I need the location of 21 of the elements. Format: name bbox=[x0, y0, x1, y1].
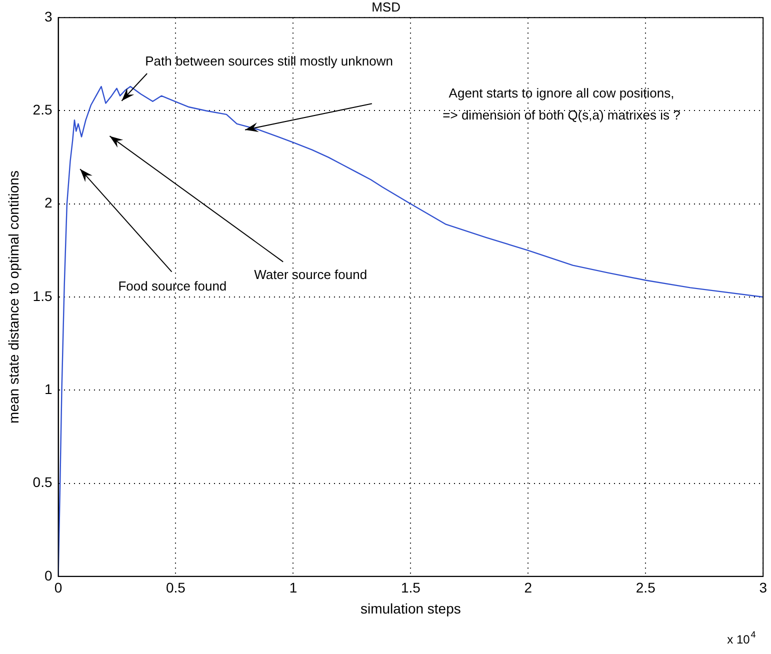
x-tick-label: 3 bbox=[759, 580, 768, 596]
x-tick-label: 1 bbox=[289, 580, 298, 596]
y-axis-title: mean state distance to optimal contitions bbox=[5, 170, 22, 424]
annotation: Food source found bbox=[118, 278, 227, 294]
annotation: Water source found bbox=[254, 266, 368, 282]
chart-title: MSD bbox=[372, 0, 400, 14]
x-tick-label: 2.5 bbox=[636, 580, 656, 596]
y-tick-label: 2 bbox=[44, 194, 52, 211]
x-tick-label: 1.5 bbox=[400, 580, 421, 596]
x-tick-label: 0.5 bbox=[166, 580, 186, 596]
annotation: Agent starts to ignore all cow positions, => dimension of both Q(s,a) matrixes is ? bbox=[442, 86, 680, 123]
y-tick-label: 2.5 bbox=[32, 102, 52, 118]
y-tick-label: 3 bbox=[44, 8, 52, 24]
y-tick-label: 0 bbox=[44, 567, 52, 584]
annotation: Path between sources still mostly unknown bbox=[145, 53, 393, 68]
x-tick-label: 0 bbox=[54, 580, 62, 596]
y-tick-label: 1 bbox=[44, 380, 52, 397]
x-axis-title: simulation steps bbox=[360, 600, 461, 616]
x-tick-label: 2 bbox=[524, 580, 532, 596]
y-tick-label: 0.5 bbox=[32, 474, 52, 490]
y-tick-label: 1.5 bbox=[32, 288, 52, 304]
